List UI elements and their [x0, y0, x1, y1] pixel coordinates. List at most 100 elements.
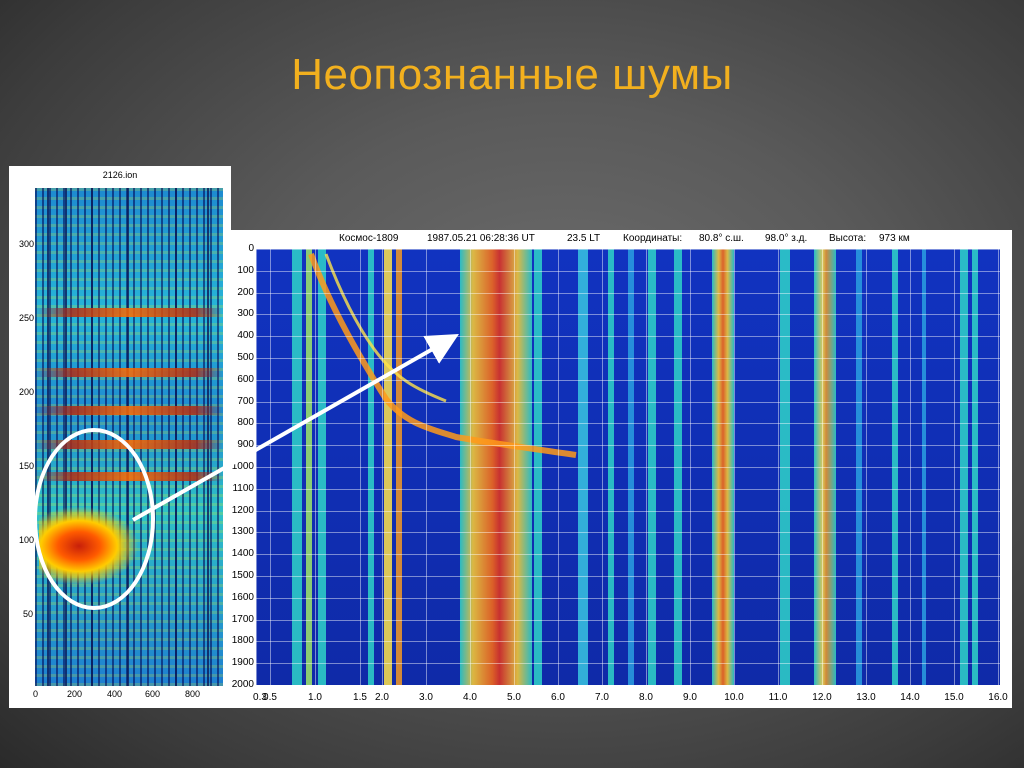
main-x-tick: 12.0	[812, 692, 832, 703]
main-y-tick: 1100	[232, 482, 254, 494]
spectrogram-line	[175, 188, 177, 686]
main-spectrogram-panel: Космос-1809 1987.05.21 06:28:36 UT 23.5 …	[231, 230, 1012, 708]
spectrogram-stripe	[35, 368, 223, 377]
main-spectrogram-plot	[256, 249, 1000, 685]
spectrogram-band	[608, 249, 614, 685]
longitude: 98.0° з.д.	[765, 233, 808, 244]
left-y-tick: 200	[19, 387, 35, 397]
main-y-tick: 300	[237, 308, 254, 320]
spectrogram-line	[127, 188, 129, 686]
grid-line	[256, 445, 1000, 447]
main-x-tick: 16.0	[988, 692, 1008, 703]
spectrogram-band	[856, 249, 862, 685]
main-x-tick: 4.0	[463, 692, 477, 703]
spectrogram-band	[972, 249, 978, 685]
main-x-tick: 10.0	[724, 692, 744, 703]
grid-line	[382, 249, 383, 685]
trace-line	[308, 252, 577, 458]
spectrogram-line	[207, 188, 209, 686]
main-x-tick: 0.5	[263, 692, 277, 703]
coords-label: Координаты:	[623, 233, 683, 244]
main-y-tick: 1500	[231, 570, 254, 581]
grid-line	[910, 249, 911, 685]
main-x-tick: 2.0	[375, 692, 389, 703]
grid-line	[998, 249, 999, 685]
main-x-tick: 8.0	[639, 692, 653, 703]
grid-line	[470, 249, 471, 685]
grid-line	[558, 249, 559, 685]
left-y-tick: 250	[19, 313, 35, 323]
spectrogram-band	[892, 249, 898, 685]
grid-line	[256, 336, 1000, 338]
grid-line	[256, 641, 1000, 643]
grid-line	[256, 292, 1000, 294]
spectrogram-band	[674, 249, 682, 685]
main-x-tick: 6.0	[551, 692, 565, 703]
spectrogram-band	[922, 249, 926, 685]
left-x-tick: 400	[107, 689, 123, 699]
spectrogram-band	[780, 249, 790, 685]
main-x-tick: 11.0	[768, 692, 788, 703]
main-x-tick: 14.0	[900, 692, 920, 703]
grid-line	[256, 314, 1000, 316]
grid-line	[690, 249, 691, 685]
altitude: 973 км	[879, 233, 910, 244]
satellite-name: Космос-1809	[339, 233, 399, 244]
main-y-tick: 1600	[231, 591, 254, 603]
main-x-tick: 0.3	[253, 692, 267, 703]
spectrogram-band	[712, 249, 734, 685]
main-y-tick: 1200	[231, 504, 254, 516]
main-x-tick: 5.0	[507, 692, 521, 703]
main-y-tick: 100	[237, 264, 254, 276]
grid-line	[256, 358, 1000, 359]
main-x-tick: 1.0	[308, 692, 322, 703]
spectrogram-stripe	[35, 406, 223, 415]
left-y-tick: 100	[19, 535, 35, 545]
grid-line	[426, 249, 427, 685]
grid-line	[514, 249, 515, 685]
main-y-tick: 500	[237, 352, 254, 363]
main-y-tick: 800	[237, 417, 254, 429]
grid-line	[256, 597, 1000, 599]
grid-line	[256, 423, 1000, 425]
grid-line	[270, 249, 271, 685]
spectrogram-band	[460, 249, 532, 685]
main-y-tick: 1300	[231, 526, 254, 538]
main-y-tick: 400	[237, 330, 254, 342]
left-x-tick: 200	[67, 689, 83, 699]
spectrogram-stripe	[35, 308, 223, 317]
spectrogram-band	[628, 249, 634, 685]
altitude-label: Высота:	[829, 233, 867, 244]
grid-line	[256, 554, 1000, 556]
grid-line	[954, 249, 955, 685]
main-x-tick: 15.0	[944, 692, 964, 703]
grid-line	[734, 249, 735, 685]
spectrogram-band	[534, 249, 542, 685]
left-spectrogram-plot	[35, 188, 223, 686]
main-y-tick: 0	[248, 243, 254, 254]
left-y-tick: 300	[19, 239, 35, 249]
main-y-tick: 1800	[231, 635, 254, 647]
left-y-tick: 150	[19, 461, 35, 471]
local-time: 23.5 LT	[567, 233, 601, 244]
grid-line	[256, 270, 1000, 272]
grid-line	[646, 249, 647, 685]
latitude: 80.8° с.ш.	[699, 233, 744, 244]
spectrogram-band	[960, 249, 968, 685]
spectrogram-header: Космос-1809 1987.05.21 06:28:36 UT 23.5 …	[231, 233, 1012, 247]
left-x-tick: 0	[33, 689, 39, 699]
grid-line	[866, 249, 867, 685]
main-y-tick: 200	[237, 286, 254, 298]
main-x-tick: 7.0	[595, 692, 609, 703]
highlight-circle	[33, 428, 155, 610]
grid-line	[602, 249, 603, 685]
main-y-tick: 900	[237, 439, 254, 451]
grid-line	[315, 249, 316, 685]
grid-line	[360, 249, 361, 685]
main-y-tick: 1400	[231, 548, 254, 560]
spectrogram-band	[578, 249, 588, 685]
grid-line	[256, 532, 1000, 534]
main-y-tick: 2000	[231, 679, 254, 690]
grid-line	[256, 379, 1000, 381]
slide-title: Неопознанные шумы	[291, 50, 733, 99]
